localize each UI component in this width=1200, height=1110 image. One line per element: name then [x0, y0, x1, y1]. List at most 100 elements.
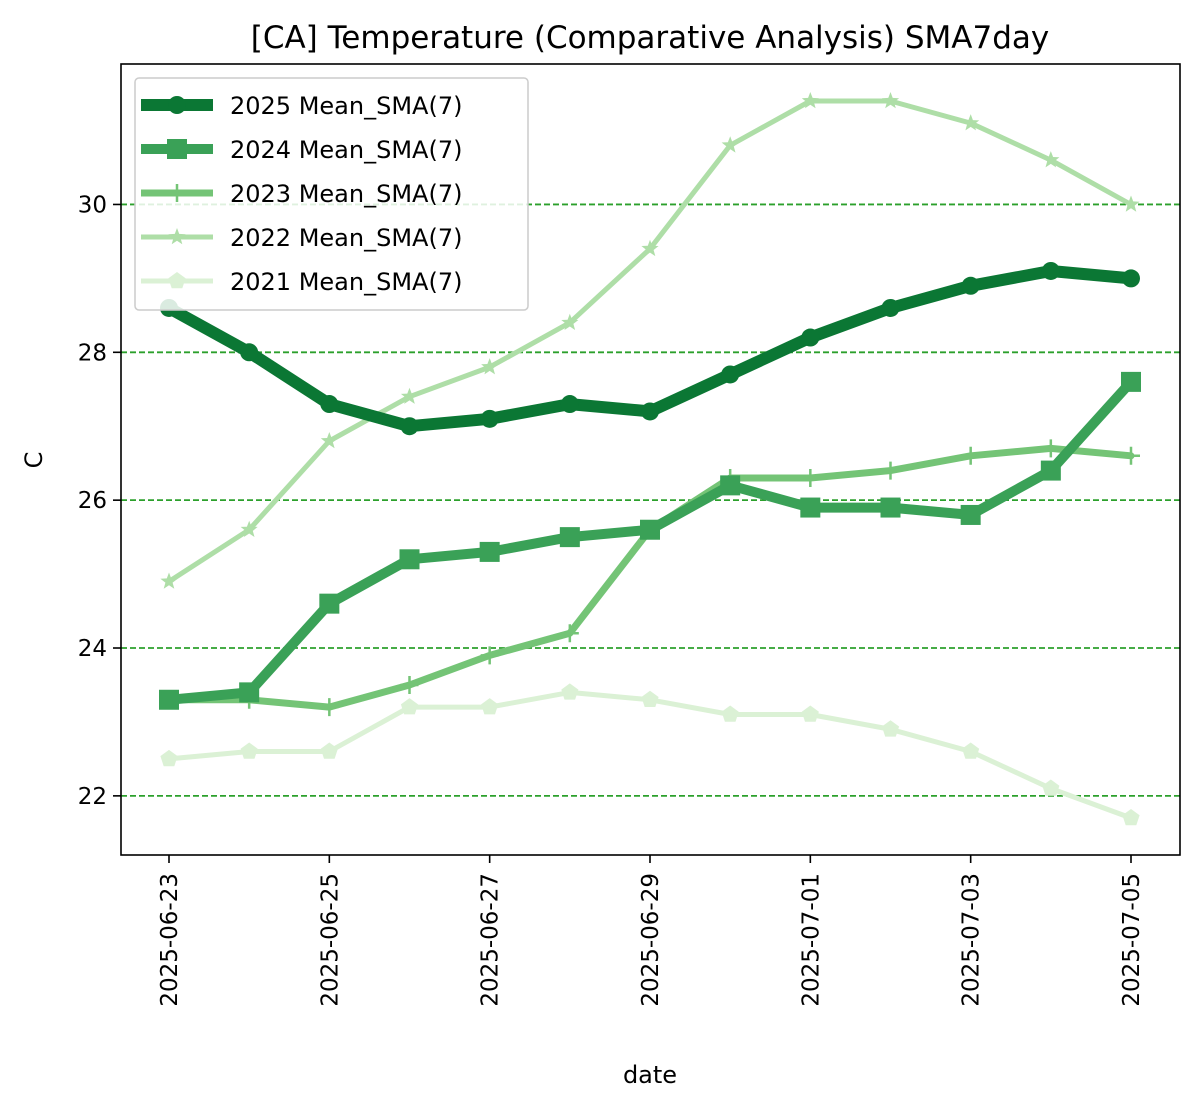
series-lines [159, 92, 1141, 826]
data-point [1122, 809, 1140, 826]
data-point [1041, 261, 1060, 280]
data-point [640, 519, 660, 540]
data-point [962, 114, 980, 131]
x-tick-label: 2025-06-23 [157, 873, 183, 1007]
series-3 [160, 92, 1140, 589]
series-line [166, 689, 1134, 821]
data-point [240, 343, 259, 362]
legend-label: 2021 Mean_SMA(7) [230, 268, 462, 296]
data-point [1122, 269, 1140, 288]
data-point [1121, 371, 1141, 392]
series-1 [159, 371, 1141, 710]
legend-item: 2021 Mean_SMA(7) [141, 268, 462, 296]
data-point [801, 92, 819, 109]
data-point [480, 646, 499, 665]
data-point [479, 541, 500, 562]
data-point [962, 742, 980, 759]
data-point [801, 705, 819, 722]
data-point [961, 276, 980, 295]
data-point [1041, 439, 1060, 458]
data-point [881, 92, 900, 109]
data-point [400, 387, 419, 404]
data-point [880, 497, 901, 518]
data-point [800, 497, 821, 518]
data-point [168, 228, 186, 245]
data-point [240, 742, 258, 759]
data-point [881, 720, 900, 737]
data-point [1042, 151, 1060, 168]
series-0 [160, 261, 1140, 436]
series-line [164, 376, 1136, 705]
data-point [641, 402, 659, 421]
data-point [319, 593, 340, 614]
data-point [561, 313, 579, 330]
data-point [721, 365, 740, 384]
x-tick-label: 2025-06-25 [317, 873, 343, 1007]
legend-label: 2025 Mean_SMA(7) [230, 92, 462, 120]
legend-label: 2023 Mean_SMA(7) [230, 180, 462, 208]
data-point [559, 527, 580, 548]
data-point [160, 749, 178, 767]
x-tick-label: 2025-07-03 [959, 873, 985, 1007]
data-point [1122, 195, 1140, 212]
data-point [960, 504, 981, 525]
x-axis-label: date [623, 1061, 677, 1089]
series-2 [160, 439, 1140, 717]
data-point [1042, 779, 1060, 796]
legend-item: 2023 Mean_SMA(7) [141, 180, 462, 208]
data-point [167, 139, 187, 159]
legend-item: 2022 Mean_SMA(7) [141, 224, 462, 252]
x-tick-label: 2025-06-29 [638, 873, 664, 1007]
data-point [481, 358, 499, 375]
y-tick-label: 30 [78, 192, 107, 218]
data-point [320, 742, 338, 759]
data-point [561, 683, 579, 700]
data-point [168, 96, 186, 114]
legend-label: 2024 Mean_SMA(7) [230, 136, 462, 164]
data-point [641, 690, 659, 707]
data-point [721, 705, 739, 722]
y-tick-label: 26 [78, 488, 107, 514]
data-point [720, 475, 741, 496]
legend-label: 2022 Mean_SMA(7) [230, 224, 462, 252]
data-point [400, 675, 419, 694]
data-point [881, 298, 900, 317]
data-point [721, 136, 739, 153]
data-point [801, 328, 820, 347]
data-point [320, 698, 339, 717]
data-point [239, 682, 260, 703]
y-axis-label: C [20, 452, 48, 469]
data-point [801, 468, 820, 487]
data-point [168, 184, 186, 202]
data-point [560, 624, 579, 643]
data-point [481, 698, 499, 715]
data-point [320, 432, 338, 449]
legend-box [134, 77, 529, 311]
data-point [400, 698, 419, 715]
data-point [641, 239, 659, 257]
y-tick-label: 22 [78, 784, 107, 810]
chart-title: [CA] Temperature (Comparative Analysis) … [251, 20, 1050, 56]
data-point [480, 409, 499, 428]
data-point [560, 395, 579, 414]
data-point [1040, 460, 1061, 481]
legend-item: 2025 Mean_SMA(7) [141, 92, 462, 120]
data-point [400, 417, 419, 436]
data-point [168, 272, 186, 289]
x-tick-label: 2025-07-01 [798, 873, 824, 1007]
data-point [881, 461, 900, 480]
data-point [320, 395, 339, 414]
data-point [240, 520, 258, 537]
axes: 22 24 26 28 30 2025-06-23 2025-06-25 2025-06-27… [78, 192, 1145, 1006]
legend: 2025 Mean_SMA(7) 2024 Mean_SMA(7) 2023 Mea… [134, 77, 529, 311]
data-point [159, 689, 179, 710]
y-tick-label: 28 [78, 340, 107, 366]
x-tick-label: 2025-07-05 [1119, 873, 1145, 1007]
y-tick-label: 24 [78, 636, 107, 662]
series-4 [160, 683, 1140, 826]
data-point [1122, 446, 1140, 465]
data-point [399, 549, 420, 570]
data-point [961, 446, 980, 465]
